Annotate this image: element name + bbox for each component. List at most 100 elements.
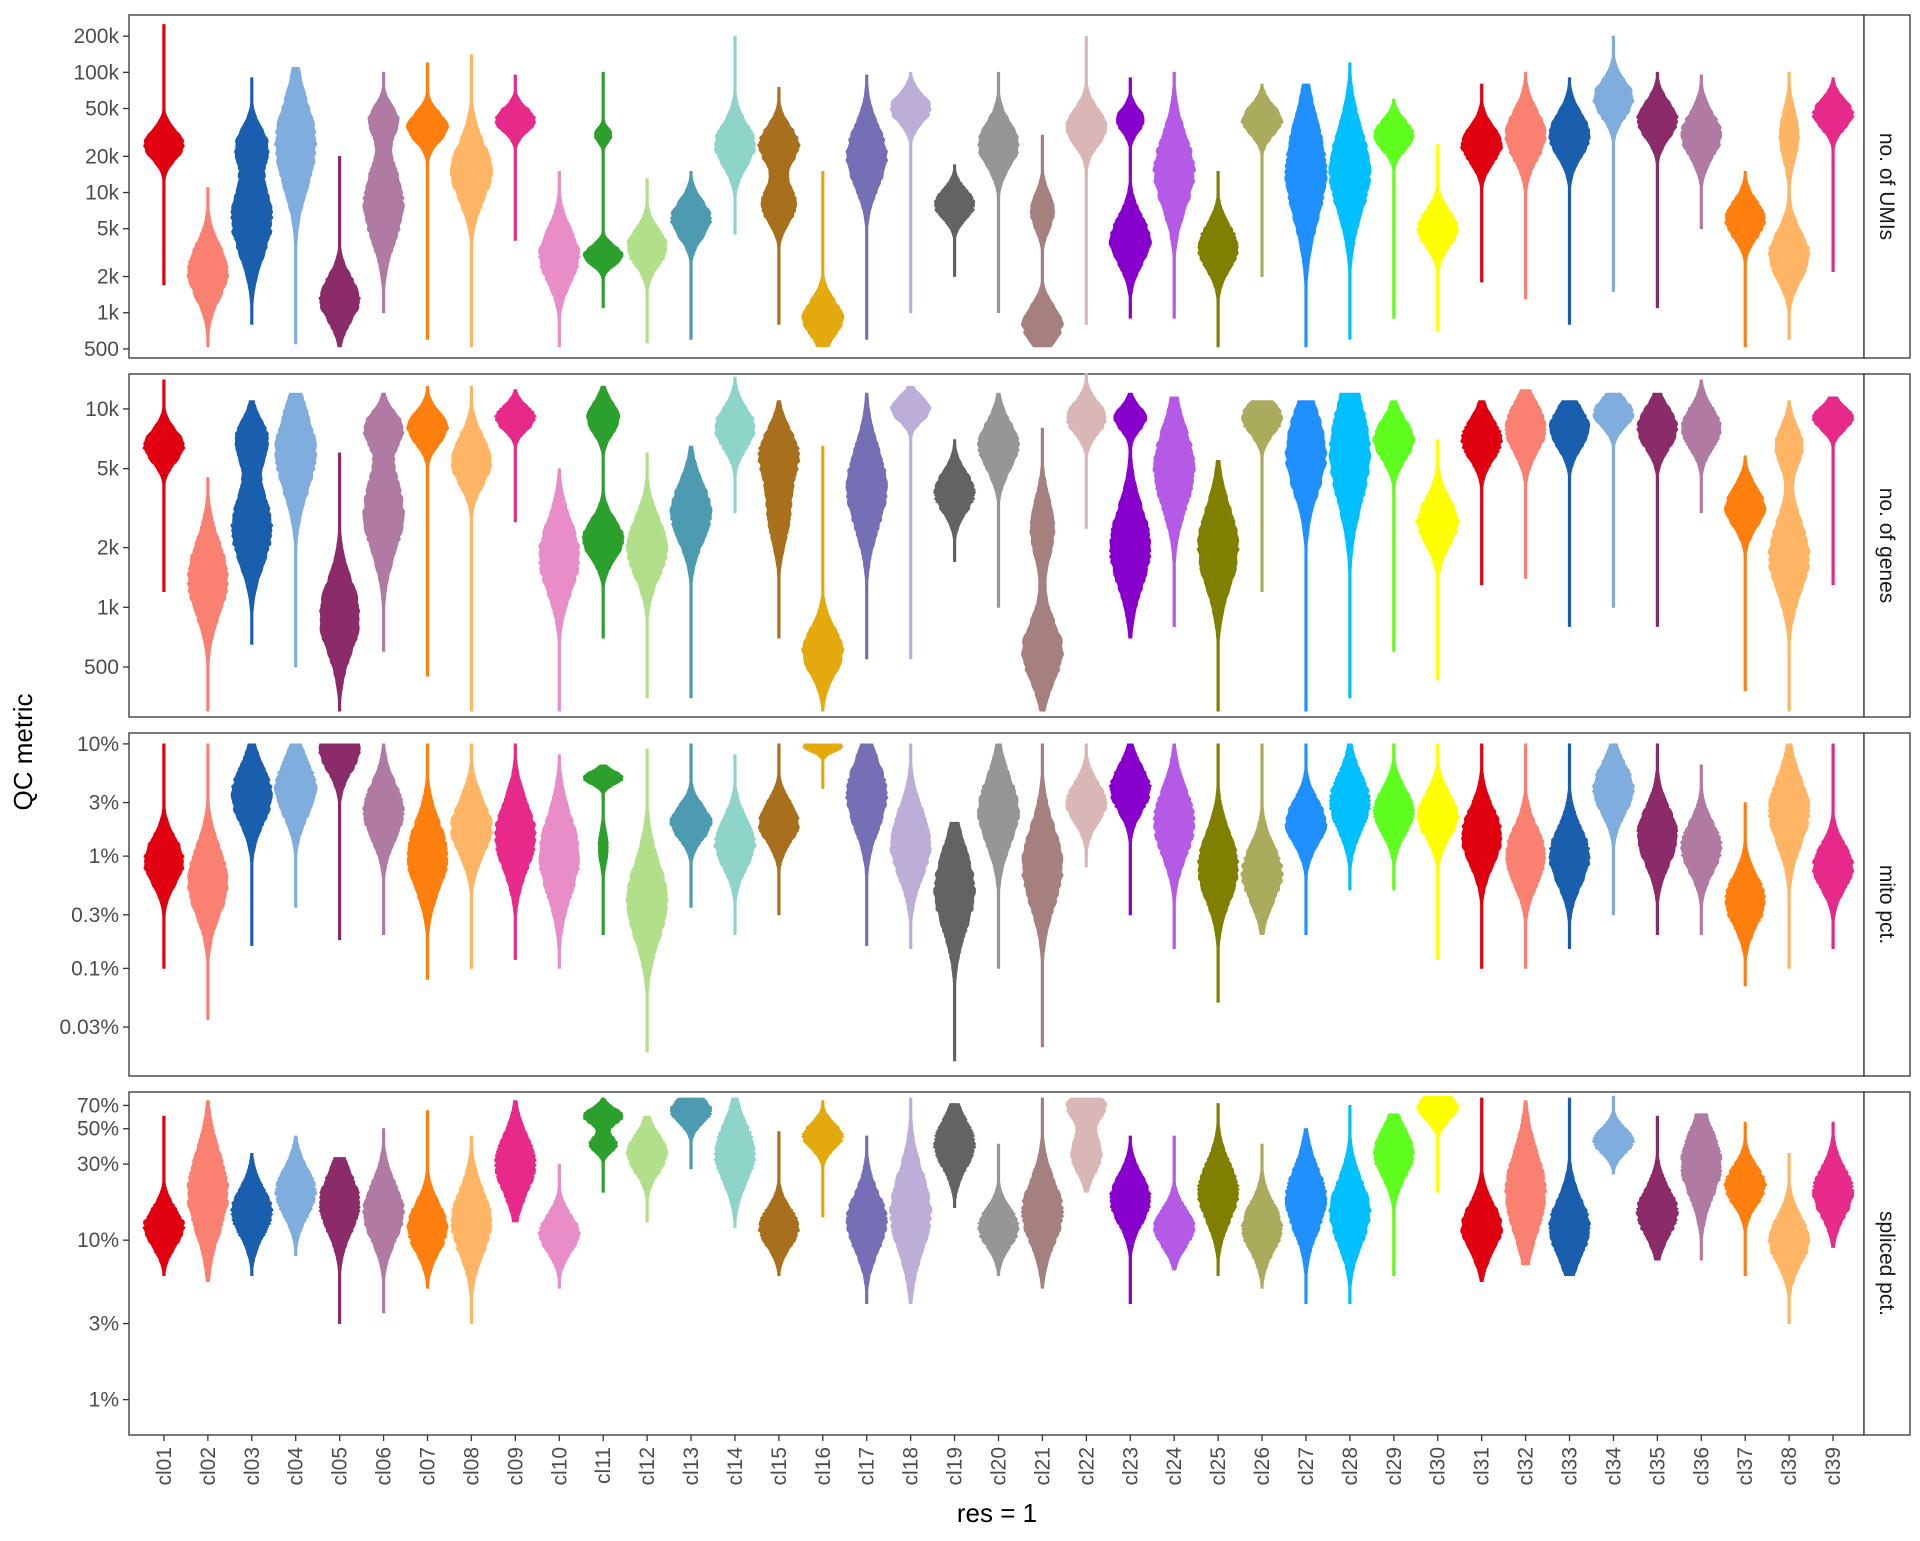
x-tick-label-cl38: cl38 [1778,1447,1801,1486]
violin-cl19 [933,164,976,277]
violin-cl01 [143,24,185,286]
x-tick-label-cl15: cl15 [768,1447,791,1486]
violin-cl28 [1328,62,1372,340]
violin-cl38 [1767,71,1811,340]
violin-cl18 [888,1097,933,1304]
violin-cl02 [186,1100,230,1282]
panel-2: 500 1k 2k 5k 10k no. of genes [84,373,1911,718]
violin-cl38 [1767,743,1811,969]
x-tick-label-cl10: cl10 [548,1447,571,1486]
violin-cl20 [976,392,1021,608]
violin-cl16 [801,1100,845,1218]
y-tick-label: 10% [77,733,119,756]
violin-cl06 [362,392,406,652]
y-tick-label: 0.1% [71,957,119,980]
violin-cl14 [713,1097,757,1228]
violin-cl32 [1504,389,1547,579]
violin-cl36 [1680,74,1723,230]
violin-cl31 [1460,743,1503,969]
violin-cl39 [1811,1121,1855,1248]
violin-cl36 [1680,379,1722,514]
violin-cl03 [230,400,274,645]
violin-cl08 [450,1135,493,1324]
facet-strip [1863,732,1911,1077]
violin-cl34 [1591,743,1636,916]
x-tick-label-cl37: cl37 [1734,1447,1757,1486]
violin-cl02 [186,187,230,348]
y-tick-label: 50% [77,1118,119,1141]
violin-cl33 [1548,1097,1591,1276]
violin-cl22 [1064,1097,1108,1193]
facet-strip [1863,14,1911,359]
violin-cl33 [1548,400,1591,627]
violin-cl11 [582,71,624,309]
y-tick-label: 20k [85,145,119,168]
violin-cl12 [625,748,669,1053]
panel-1: 500 1k 2k 5k 10k 20k 50k 100k 200k no. of UMIs [73,14,1911,361]
violin-cl05 [318,743,361,941]
x-tick-label-cl19: cl19 [944,1447,967,1486]
violin-cl11 [582,1097,624,1193]
violin-cl30 [1416,439,1460,681]
x-tick-label-cl27: cl27 [1295,1447,1318,1486]
violin-cl23 [1108,1135,1152,1304]
x-tick-label-cl05: cl05 [329,1447,352,1486]
x-tick-label-cl11: cl11 [592,1447,615,1484]
x-tick-label-cl31: cl31 [1471,1447,1494,1486]
violin-cl20 [977,71,1020,314]
violin-cl19 [932,1103,977,1208]
violin-cl37 [1724,802,1767,987]
violin-cl18 [889,743,932,949]
violin-cl30 [1416,743,1460,960]
y-tick-label: 1k [97,596,120,619]
y-tick-label: 5k [97,218,120,241]
violin-cl35 [1636,392,1679,627]
violin-cl13 [669,170,713,340]
violin-cl15 [757,87,801,325]
x-tick-label-cl09: cl09 [504,1447,527,1486]
violin-cl20 [976,743,1021,969]
violin-cl18 [889,385,932,660]
violin-cl35 [1635,1115,1680,1261]
violin-cl07 [405,62,450,340]
violin-cl01 [142,379,186,592]
x-tick-label-cl03: cl03 [241,1447,264,1486]
violin-cl35 [1635,71,1679,309]
violin-cl14 [714,376,756,514]
x-tick-label-cl25: cl25 [1207,1447,1230,1486]
violin-cl19 [932,439,977,562]
violin-cl05 [319,452,361,712]
violin-cl10 [537,170,581,348]
violin-cl13 [669,743,713,908]
x-tick-label-cl12: cl12 [636,1447,659,1486]
violin-cl36 [1679,764,1723,935]
violin-cl15 [757,1131,801,1276]
x-tick-label-cl39: cl39 [1822,1447,1845,1486]
violin-cl15 [757,400,801,639]
violin-cl19 [933,821,976,1062]
facet-strip-label: spliced pct. [1875,1211,1898,1316]
violin-cl31 [1460,400,1504,586]
violin-cl24 [1152,1135,1196,1271]
x-tick-label-cl36: cl36 [1690,1447,1713,1486]
violin-cl39 [1811,396,1855,586]
x-tick-label-cl23: cl23 [1119,1447,1142,1486]
violin-cl11 [581,385,625,639]
violin-cl34 [1592,35,1635,293]
y-tick-label: 1% [89,1389,119,1412]
x-tick-label-cl08: cl08 [460,1447,483,1486]
violin-cl21 [1020,1097,1065,1289]
violin-cl36 [1680,1113,1723,1261]
violin-cl23 [1108,392,1152,639]
y-tick-label: 0.3% [71,904,119,927]
violin-cl04 [274,1135,318,1256]
violin-cl29 [1373,98,1415,319]
x-tick-label-cl01: cl01 [153,1447,176,1486]
violin-cl17 [845,392,888,660]
violin-cl12 [626,178,668,344]
violin-cl10 [538,468,581,712]
y-tick-label: 2k [97,266,120,289]
violin-cl37 [1724,170,1767,348]
x-tick-label-cl26: cl26 [1251,1447,1274,1486]
